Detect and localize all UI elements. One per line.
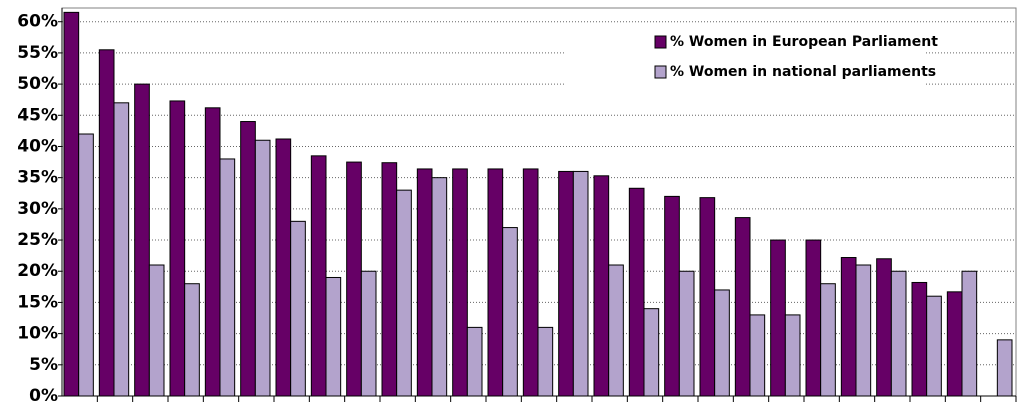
bar	[113, 102, 130, 397]
bar	[522, 168, 539, 397]
legend-box	[565, 28, 925, 88]
bar	[890, 270, 907, 397]
bar	[593, 175, 610, 397]
bar	[664, 195, 680, 397]
bar	[134, 83, 150, 397]
bar	[98, 49, 115, 397]
bar	[204, 107, 221, 397]
bar	[169, 100, 186, 397]
legend-label: % Women in national parliaments	[670, 64, 936, 80]
bar	[360, 270, 377, 397]
y-tick-label: 55%	[17, 43, 58, 63]
bar	[254, 139, 271, 397]
bar	[310, 155, 327, 397]
bar	[240, 121, 256, 397]
y-tick-label: 35%	[17, 168, 58, 188]
legend-swatch	[654, 65, 667, 79]
bar	[487, 168, 504, 397]
bar	[840, 257, 857, 397]
y-tick-label: 10%	[17, 324, 58, 344]
bar	[749, 314, 766, 397]
bar	[911, 281, 928, 397]
bar	[290, 220, 306, 397]
bar	[381, 162, 398, 397]
bar	[502, 227, 518, 397]
y-tick-label: 20%	[17, 261, 58, 281]
legend-label: % Women in European Parliament	[670, 34, 938, 50]
bar	[961, 270, 978, 397]
bar	[275, 138, 292, 397]
bar	[219, 158, 236, 397]
bar	[784, 314, 801, 397]
y-tick-label: 5%	[29, 355, 58, 375]
bar	[734, 217, 751, 397]
bar	[572, 170, 589, 397]
bar	[946, 291, 963, 397]
bar	[416, 168, 433, 397]
y-tick-label: 30%	[17, 199, 58, 219]
bar	[855, 264, 872, 397]
bar	[466, 326, 483, 397]
bar	[876, 258, 892, 397]
y-tick-label: 40%	[17, 136, 58, 156]
bar	[820, 283, 836, 397]
bar	[558, 170, 574, 397]
bar	[396, 189, 412, 397]
bar	[63, 11, 80, 397]
bar	[678, 270, 695, 397]
bar	[770, 239, 786, 397]
bar	[996, 339, 1013, 397]
bar	[926, 295, 942, 397]
bar	[431, 177, 448, 397]
bar	[452, 168, 468, 397]
legend-swatch	[654, 35, 667, 49]
y-tick-label: 60%	[17, 12, 58, 32]
bar	[699, 197, 716, 397]
bar	[184, 283, 200, 397]
bar	[714, 289, 730, 397]
y-tick-label: 50%	[17, 74, 58, 94]
y-tick-label: 15%	[17, 292, 58, 312]
bar	[78, 133, 94, 397]
bar	[148, 264, 165, 397]
bar	[537, 326, 554, 397]
bar	[608, 264, 624, 397]
bar	[325, 276, 342, 397]
y-tick-label: 45%	[17, 105, 58, 125]
bar	[346, 161, 362, 397]
y-tick-label: 25%	[17, 230, 58, 250]
bar	[643, 308, 660, 397]
bar	[628, 187, 645, 397]
y-tick-label: 0%	[29, 386, 58, 406]
bar	[805, 239, 822, 397]
